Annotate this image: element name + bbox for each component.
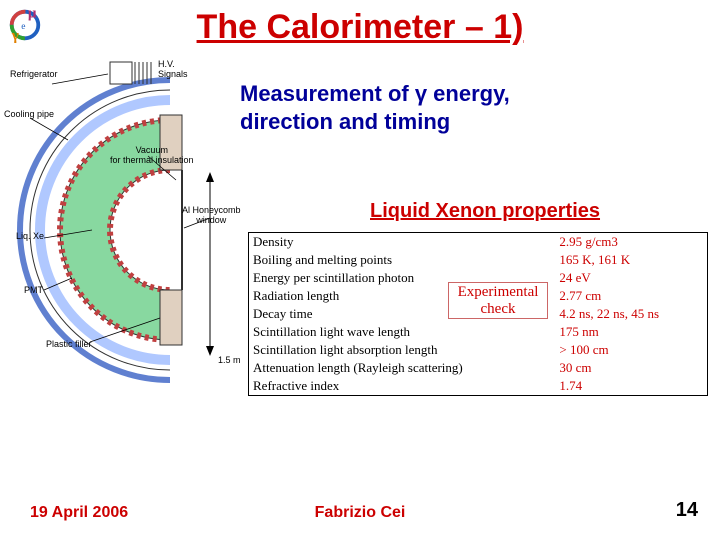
prop-value: 2.95 g/cm3	[555, 233, 707, 252]
label-al-honeycomb: Al Honeycomb window	[182, 206, 241, 226]
prop-name: Boiling and melting points	[249, 251, 556, 269]
label-pmt: PMT	[24, 286, 43, 296]
label-plastic-filler: Plastic filler	[46, 340, 92, 350]
prop-value: 175 nm	[555, 323, 707, 341]
measurement-line-2: direction and timing	[240, 108, 650, 136]
footer-page-number: 14	[676, 499, 698, 522]
table-row: Scintillation light wave length175 nm	[249, 323, 708, 341]
table-row: Boiling and melting points165 K, 161 K	[249, 251, 708, 269]
page-title: The Calorimeter – 1)	[0, 8, 720, 47]
prop-value: 165 K, 161 K	[555, 251, 707, 269]
measurement-statement: Measurement of γ energy, direction and t…	[240, 80, 650, 135]
prop-value: 30 cm	[555, 359, 707, 377]
experimental-check-box: Experimental check	[448, 282, 548, 319]
prop-name: Refractive index	[249, 377, 556, 396]
prop-value: 1.74	[555, 377, 707, 396]
prop-value: 4.2 ns, 22 ns, 45 ns	[555, 305, 707, 323]
prop-name: Scintillation light absorption length	[249, 341, 556, 359]
table-row: Density2.95 g/cm3	[249, 233, 708, 252]
label-hv-signals: H.V. Signals	[158, 60, 188, 80]
lxe-properties-heading: Liquid Xenon properties	[370, 200, 600, 223]
label-refrigerator: Refrigerator	[10, 70, 58, 80]
prop-name: Attenuation length (Rayleigh scattering)	[249, 359, 556, 377]
prop-value: > 100 cm	[555, 341, 707, 359]
table-row: Attenuation length (Rayleigh scattering)…	[249, 359, 708, 377]
label-height: 1.5 m	[218, 356, 241, 366]
table-row: Scintillation light absorption length> 1…	[249, 341, 708, 359]
label-vacuum: Vacuum for thermal insulation	[110, 146, 194, 166]
prop-value: 2.77 cm	[555, 287, 707, 305]
lxe-properties-table: Density2.95 g/cm3 Boiling and melting po…	[248, 232, 708, 396]
prop-value: 24 eV	[555, 269, 707, 287]
label-cooling-pipe: Cooling pipe	[4, 110, 54, 120]
prop-name: Scintillation light wave length	[249, 323, 556, 341]
measurement-line-1: Measurement of γ energy,	[240, 80, 650, 108]
table-row: Refractive index1.74	[249, 377, 708, 396]
footer-author: Fabrizio Cei	[0, 504, 720, 522]
prop-name: Density	[249, 233, 556, 252]
label-liq-xe: Liq. Xe	[16, 232, 44, 242]
